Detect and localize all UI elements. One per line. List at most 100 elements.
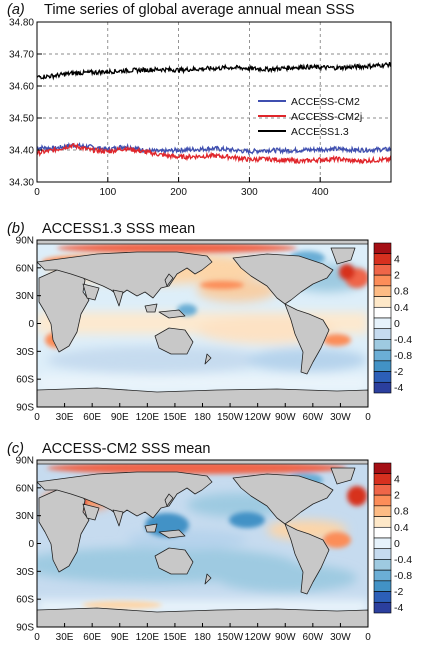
x-tick-label: 120W xyxy=(245,632,272,643)
panel-a-title: Time series of global average annual mea… xyxy=(44,2,355,18)
colorbar-box-1 xyxy=(373,253,392,265)
panel-a-legend: ACCESS-CM2 ACCESS-CM2j ACCESS1.3 xyxy=(258,96,362,138)
x-tick-label: 90E xyxy=(111,632,129,643)
colorbar-box-7 xyxy=(373,537,392,550)
colorbar-box-10 xyxy=(373,349,392,362)
x-tick-label: 120W xyxy=(245,412,272,423)
colorbar-box-4 xyxy=(373,505,392,517)
panel-a-series xyxy=(37,61,391,165)
colorbar-box-6 xyxy=(373,526,392,539)
x-tick-label: 120E xyxy=(136,412,160,423)
colorbar-label-8: -4 xyxy=(394,382,403,394)
colorbar-label-2: 0.8 xyxy=(394,506,409,518)
colorbar-box-3 xyxy=(373,274,392,287)
panel-c: (c) ACCESS-CM2 SSS mean 0 30E 60E 90E 120E 15… xyxy=(7,441,412,643)
y-tick-label: 60S xyxy=(16,595,34,606)
colorbar-box-0 xyxy=(373,242,392,255)
y-tick-label: 0 xyxy=(28,319,34,330)
colorbar-box-13 xyxy=(373,601,392,614)
colorbar-box-8 xyxy=(373,328,392,340)
y-tick-label: 90S xyxy=(16,403,34,414)
panel-c-label: (c) xyxy=(7,441,24,457)
colorbar-label-3: 0.4 xyxy=(394,302,409,314)
x-tick-label: 100 xyxy=(99,187,116,198)
legend-label-2: ACCESS1.3 xyxy=(291,126,349,138)
y-tick-label: 30N xyxy=(16,291,34,302)
panel-c-title: ACCESS-CM2 SSS mean xyxy=(42,441,210,457)
x-tick-label: 90E xyxy=(111,412,129,423)
x-tick-label: 0 xyxy=(34,632,40,643)
colorbar-label-4: 0 xyxy=(394,538,400,550)
y-tick-label: 0 xyxy=(28,539,34,550)
colorbar-box-3 xyxy=(373,494,392,507)
y-tick-label: 30S xyxy=(16,567,34,578)
y-tick-label: 34.80 xyxy=(9,18,34,29)
x-tick-label: 30E xyxy=(56,412,74,423)
panel-c-colorbar: 4 2 0.8 0.4 0 -0.4 -0.8 -2 -4 xyxy=(373,462,412,614)
y-tick-label: 34.50 xyxy=(9,114,34,125)
panel-c-map xyxy=(37,460,368,627)
y-tick-label: 60S xyxy=(16,375,34,386)
panel-b-label: (b) xyxy=(7,221,25,237)
x-tick-label: 60E xyxy=(83,632,101,643)
colorbar-box-0 xyxy=(373,462,392,475)
x-tick-label: 60W xyxy=(303,632,324,643)
panel-b-colorbar: 4 2 0.8 0.4 0 -0.4 -0.8 -2 -4 xyxy=(373,242,412,394)
x-tick-label: 120E xyxy=(136,632,160,643)
panel-a: (a) Time series of global average annual… xyxy=(7,2,392,198)
colorbar-box-10 xyxy=(373,569,392,582)
colorbar-label-0: 4 xyxy=(394,474,400,486)
y-tick-label: 90N xyxy=(16,236,34,247)
x-tick-label: 60W xyxy=(303,412,324,423)
colorbar-box-11 xyxy=(373,580,392,592)
colorbar-label-7: -2 xyxy=(394,366,403,378)
colorbar-box-8 xyxy=(373,548,392,560)
colorbar-box-6 xyxy=(373,306,392,319)
x-tick-label: 0 xyxy=(34,187,40,198)
y-tick-label: 30S xyxy=(16,347,34,358)
x-tick-label: 300 xyxy=(241,187,258,198)
x-tick-label: 60E xyxy=(83,412,101,423)
colorbar-box-4 xyxy=(373,285,392,297)
colorbar-label-6: -0.8 xyxy=(394,570,412,582)
x-tick-label: 400 xyxy=(312,187,329,198)
x-tick-label: 150W xyxy=(217,632,244,643)
panel-a-frame xyxy=(36,21,392,183)
colorbar-box-9 xyxy=(373,559,392,571)
y-tick-label: 34.70 xyxy=(9,50,34,61)
y-tick-label: 60N xyxy=(16,263,34,274)
x-tick-label: 180 xyxy=(194,632,211,643)
colorbar-label-2: 0.8 xyxy=(394,286,409,298)
series-line-1 xyxy=(37,142,391,165)
x-tick-label: 0 xyxy=(34,412,40,423)
panel-c-axis-ticks: 0 30E 60E 90E 120E 150E 180 150W 120W 90W 60W 30W 09… xyxy=(16,456,372,644)
panel-b-map xyxy=(37,240,368,407)
legend-label-0: ACCESS-CM2 xyxy=(291,96,360,108)
y-tick-label: 60N xyxy=(16,483,34,494)
colorbar-box-9 xyxy=(373,339,392,351)
colorbar-box-5 xyxy=(373,516,392,528)
colorbar-label-6: -0.8 xyxy=(394,350,412,362)
panel-a-y-ticks: 34.80 34.70 34.60 34.50 34.40 34.30 xyxy=(9,18,42,189)
panel-b: (b) ACCESS1.3 SSS mean 0 30E 60E 90E 120E 150… xyxy=(7,221,412,423)
colorbar-box-7 xyxy=(373,317,392,330)
colorbar-label-4: 0 xyxy=(394,318,400,330)
y-tick-label: 34.40 xyxy=(9,146,34,157)
panel-a-x-ticks: 0 100 200 300 400 xyxy=(34,177,329,198)
x-tick-label: 30E xyxy=(56,632,74,643)
colorbar-label-1: 2 xyxy=(394,270,400,282)
colorbar-box-5 xyxy=(373,296,392,308)
y-tick-label: 90S xyxy=(16,623,34,634)
colorbar-label-7: -2 xyxy=(394,586,403,598)
colorbar-label-5: -0.4 xyxy=(394,554,412,566)
x-tick-label: 180 xyxy=(194,412,211,423)
y-tick-label: 90N xyxy=(16,456,34,467)
x-tick-label: 200 xyxy=(170,187,187,198)
legend-label-1: ACCESS-CM2j xyxy=(291,111,362,123)
colorbar-box-12 xyxy=(373,371,392,383)
x-tick-label: 30W xyxy=(330,632,351,643)
colorbar-label-8: -4 xyxy=(394,602,403,614)
colorbar-box-11 xyxy=(373,360,392,372)
colorbar-box-12 xyxy=(373,591,392,603)
